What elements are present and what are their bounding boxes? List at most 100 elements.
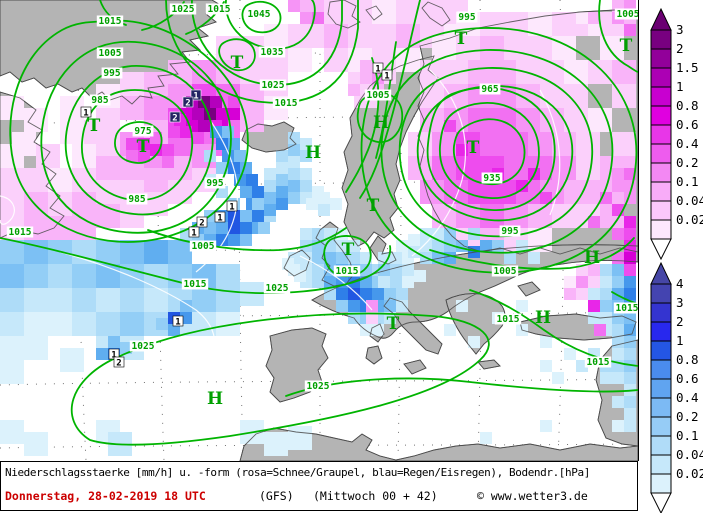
scale-arrow-down (650, 492, 672, 513)
svg-text:1015: 1015 (184, 279, 207, 290)
map-panel: 1015 1025 1015 1045 1005 1035 995 985 1025 1015 97… (0, 0, 639, 461)
model-run: (Mittwoch 00 + 42) (313, 489, 438, 503)
svg-text:985: 985 (91, 95, 108, 106)
svg-text:1005: 1005 (367, 90, 390, 101)
svg-text:1015: 1015 (336, 266, 359, 277)
svg-text:1: 1 (83, 108, 88, 118)
svg-text:3: 3 (676, 295, 684, 310)
svg-text:1005: 1005 (192, 241, 215, 252)
svg-text:0.6: 0.6 (676, 371, 699, 386)
svg-text:1025: 1025 (266, 283, 289, 294)
svg-text:935: 935 (483, 173, 500, 184)
svg-text:0.2: 0.2 (676, 409, 699, 424)
svg-text:H: H (584, 248, 600, 268)
svg-text:1015: 1015 (275, 98, 298, 109)
svg-text:T: T (455, 29, 468, 49)
svg-text:0.8: 0.8 (676, 352, 699, 367)
svg-text:0.6: 0.6 (676, 117, 699, 132)
svg-text:1: 1 (111, 350, 116, 360)
pressure-center-letters: T T T T T T T T T H H H H H (88, 29, 633, 409)
svg-text:1: 1 (229, 202, 234, 212)
svg-text:T: T (342, 240, 355, 260)
svg-text:1025: 1025 (307, 381, 330, 392)
svg-text:1025: 1025 (262, 80, 285, 91)
svg-text:H: H (535, 308, 551, 328)
svg-text:0.04: 0.04 (676, 447, 703, 462)
svg-text:0.8: 0.8 (676, 98, 699, 113)
scale-arrow-down (650, 238, 672, 261)
svg-text:995: 995 (458, 12, 475, 23)
svg-text:T: T (367, 196, 380, 216)
svg-text:995: 995 (206, 178, 223, 189)
svg-text:0.1: 0.1 (676, 428, 699, 443)
svg-text:995: 995 (501, 226, 518, 237)
svg-text:H: H (373, 113, 389, 133)
svg-text:1.5: 1.5 (676, 60, 699, 75)
svg-text:0.04: 0.04 (676, 193, 703, 208)
svg-text:985: 985 (128, 194, 145, 205)
rain-ice-scale: 4 3 2 1 0.8 0.6 0.4 0.2 0.1 0.04 0.02 (650, 261, 704, 513)
svg-text:T: T (231, 53, 244, 73)
svg-text:1015: 1015 (99, 16, 122, 27)
svg-text:1025: 1025 (172, 4, 195, 15)
svg-text:965: 965 (481, 84, 498, 95)
caption-box: Niederschlagsstaerke [mm/h] u. -form (ro… (0, 461, 638, 511)
svg-text:4: 4 (676, 276, 684, 291)
svg-text:1045: 1045 (248, 9, 271, 20)
svg-text:1: 1 (375, 64, 380, 74)
svg-text:0.1: 0.1 (676, 174, 699, 189)
svg-text:0.4: 0.4 (676, 390, 699, 405)
svg-text:T: T (137, 137, 150, 157)
svg-text:2: 2 (676, 314, 684, 329)
svg-text:T: T (88, 116, 101, 136)
scale-arrow-up (650, 7, 672, 31)
model-name: (GFS) (259, 489, 294, 503)
svg-text:2: 2 (199, 218, 204, 228)
svg-text:H: H (207, 389, 223, 409)
scale-arrow-up (650, 261, 672, 285)
pressure-labels: 1015 1025 1015 1045 1005 1035 995 985 1025 1015 97… (6, 3, 638, 392)
svg-text:1015: 1015 (616, 303, 638, 314)
snow-graupel-scale: 3 2 1.5 1 0.8 0.6 0.4 0.2 0.1 0.04 0.02 (650, 7, 704, 261)
svg-text:975: 975 (134, 126, 151, 137)
copyright: © www.wetter3.de (477, 489, 588, 503)
svg-text:1025: 1025 (132, 341, 155, 352)
svg-text:1: 1 (175, 317, 180, 327)
svg-text:2: 2 (185, 98, 190, 108)
svg-text:1: 1 (384, 71, 389, 81)
rain-ice-scale: 4 3 2 1 0.8 0.6 0.4 0.2 0.1 0.04 0.02 (643, 261, 704, 513)
valid-datetime: Donnerstag, 28-02-2019 18 UTC (5, 489, 206, 503)
legend-strip: 3 2 1.5 1 0.8 0.6 0.4 0.2 0.1 0.04 0.02 4 3 2 1 0.8 0.6… (639, 0, 704, 513)
svg-text:2: 2 (172, 113, 177, 123)
svg-text:2: 2 (116, 358, 121, 368)
svg-text:1005: 1005 (494, 266, 517, 277)
svg-text:0.02: 0.02 (676, 212, 703, 227)
svg-text:0.4: 0.4 (676, 136, 699, 151)
map-title: Niederschlagsstaerke [mm/h] u. -form (ro… (5, 466, 590, 479)
svg-text:T: T (620, 36, 633, 56)
weather-map: 1015 1025 1015 1045 1005 1035 995 985 1025 1015 97… (0, 0, 638, 461)
svg-text:1: 1 (193, 91, 198, 101)
svg-text:1: 1 (217, 213, 222, 223)
svg-text:1: 1 (676, 79, 684, 94)
svg-text:1: 1 (676, 333, 684, 348)
svg-text:2: 2 (676, 41, 684, 56)
svg-text:T: T (467, 138, 480, 158)
svg-text:1: 1 (191, 228, 196, 238)
svg-text:0.2: 0.2 (676, 155, 699, 170)
svg-text:T: T (387, 314, 400, 334)
snow-graupel-scale: 3 2 1.5 1 0.8 0.6 0.4 0.2 0.1 0.04 0.02 (643, 7, 704, 261)
svg-text:3: 3 (676, 22, 684, 37)
svg-text:1035: 1035 (261, 47, 284, 58)
svg-text:995: 995 (103, 68, 120, 79)
svg-text:1015: 1015 (9, 227, 32, 238)
svg-text:1005: 1005 (617, 9, 638, 20)
svg-text:0.02: 0.02 (676, 466, 703, 481)
svg-text:1015: 1015 (208, 4, 231, 15)
svg-text:H: H (305, 143, 321, 163)
svg-text:1015: 1015 (497, 314, 520, 325)
svg-text:1005: 1005 (99, 48, 122, 59)
svg-text:1015: 1015 (587, 357, 610, 368)
